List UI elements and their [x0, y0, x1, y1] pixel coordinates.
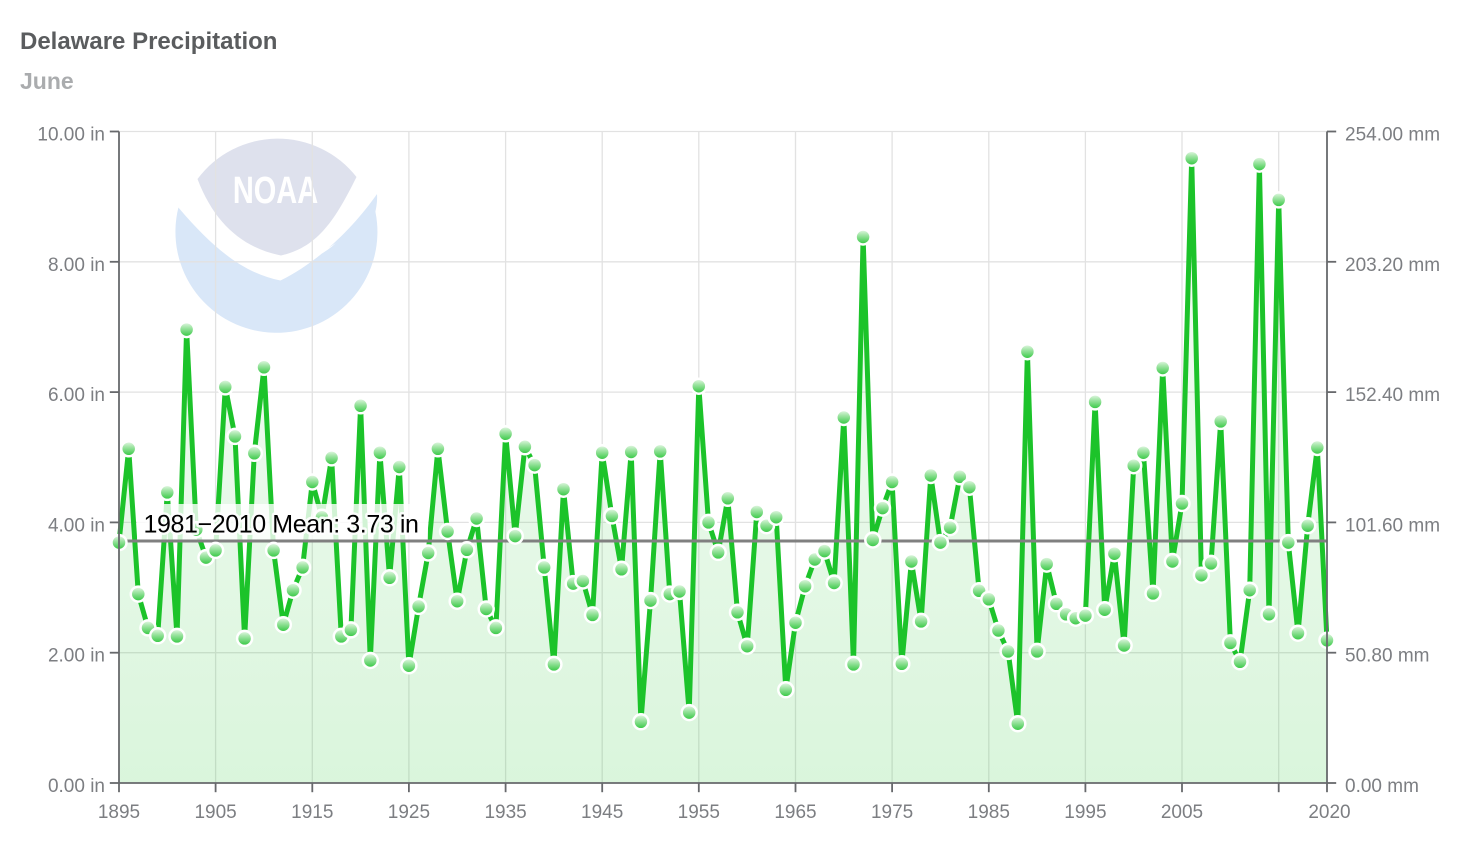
svg-text:101.60 mm: 101.60 mm — [1345, 515, 1440, 536]
svg-text:1935: 1935 — [484, 802, 526, 823]
svg-text:1981−2010 Mean: 3.73 in: 1981−2010 Mean: 3.73 in — [144, 511, 419, 539]
svg-text:1985: 1985 — [968, 802, 1010, 823]
svg-text:1955: 1955 — [678, 802, 720, 823]
svg-text:254.00 mm: 254.00 mm — [1345, 125, 1440, 146]
svg-text:1975: 1975 — [871, 802, 913, 823]
svg-text:8.00 in: 8.00 in — [48, 255, 105, 276]
svg-text:203.20 mm: 203.20 mm — [1345, 255, 1440, 276]
svg-text:4.00 in: 4.00 in — [48, 515, 105, 536]
svg-text:NOAA: NOAA — [233, 169, 318, 212]
svg-text:1965: 1965 — [774, 802, 816, 823]
svg-text:0.00 mm: 0.00 mm — [1345, 776, 1419, 797]
svg-text:50.80 mm: 50.80 mm — [1345, 646, 1429, 667]
svg-text:1895: 1895 — [98, 802, 140, 823]
svg-text:1915: 1915 — [291, 802, 333, 823]
svg-text:1981−2010 Mean: 3.73 in: 1981−2010 Mean: 3.73 in — [144, 511, 419, 539]
svg-text:2.00 in: 2.00 in — [48, 646, 105, 667]
svg-text:1995: 1995 — [1064, 802, 1106, 823]
svg-text:6.00 in: 6.00 in — [48, 385, 105, 406]
svg-text:2020: 2020 — [1308, 802, 1350, 823]
svg-text:10.00 in: 10.00 in — [37, 125, 105, 146]
svg-text:1945: 1945 — [581, 802, 623, 823]
svg-text:0.00 in: 0.00 in — [48, 776, 105, 797]
svg-text:1925: 1925 — [388, 802, 430, 823]
svg-text:Delaware Precipitation: Delaware Precipitation — [20, 28, 277, 55]
svg-text:152.40 mm: 152.40 mm — [1345, 385, 1440, 406]
svg-text:June: June — [20, 68, 74, 94]
svg-text:1905: 1905 — [194, 802, 236, 823]
svg-text:2005: 2005 — [1161, 802, 1203, 823]
